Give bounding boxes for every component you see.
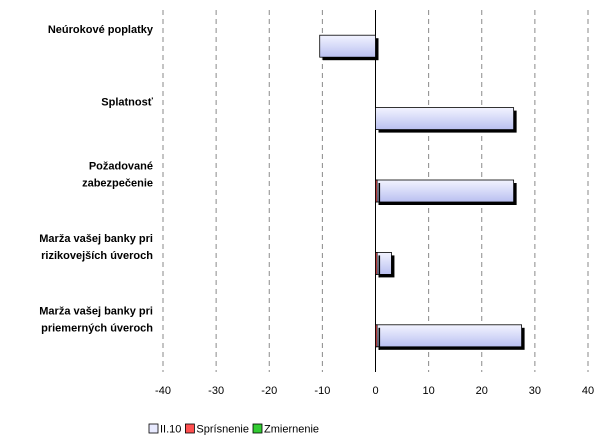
x-axis: -40 -30 -20 -10 0 10 20 30 40 bbox=[155, 10, 594, 397]
x-tick-label: -30 bbox=[208, 385, 224, 397]
bar-shadow bbox=[379, 183, 381, 205]
x-tick-label: -40 bbox=[155, 385, 171, 397]
x-tick-label: 30 bbox=[529, 385, 541, 397]
category-label: rizikovejších úveroch bbox=[41, 250, 153, 262]
category-label: Splatnosť bbox=[101, 97, 153, 109]
bar-group bbox=[376, 325, 525, 350]
x-tick-label: -10 bbox=[314, 385, 330, 397]
bar-group bbox=[376, 180, 517, 205]
bar-group bbox=[320, 35, 379, 60]
x-tick-label: -20 bbox=[261, 385, 277, 397]
legend: II.10 Sprísnenie Zmiernenie bbox=[149, 424, 319, 436]
legend-swatch bbox=[149, 424, 158, 433]
bar-ii.10 bbox=[376, 325, 522, 347]
bars bbox=[320, 35, 525, 350]
bar-sprísnenie bbox=[376, 180, 378, 202]
x-tick-label: 10 bbox=[423, 385, 435, 397]
legend-label: II.10 bbox=[160, 424, 181, 436]
legend-swatch bbox=[185, 424, 194, 433]
category-label: Marža vašej banky pri bbox=[39, 305, 153, 317]
bar-group bbox=[376, 108, 517, 133]
legend-swatch bbox=[253, 424, 262, 433]
bar-shadow bbox=[379, 328, 381, 350]
category-label: zabezpečenie bbox=[82, 178, 153, 190]
bar-sprísnenie bbox=[376, 325, 378, 347]
x-tick-label: 0 bbox=[372, 385, 378, 397]
x-tick-label: 20 bbox=[476, 385, 488, 397]
bar-group bbox=[376, 252, 395, 277]
category-label: Neúrokové poplatky bbox=[48, 24, 154, 36]
bar-ii.10 bbox=[376, 108, 514, 130]
bar-sprísnenie bbox=[376, 252, 378, 274]
legend-label: Sprísnenie bbox=[196, 424, 249, 436]
x-tick-label: 40 bbox=[582, 385, 594, 397]
category-labels: Neúrokové poplatky Splatnosť Požadované zab… bbox=[39, 24, 154, 334]
bar-shadow bbox=[379, 255, 381, 277]
bar-ii.10 bbox=[320, 35, 376, 57]
bar-ii.10 bbox=[376, 252, 392, 274]
legend-label: Zmiernenie bbox=[264, 424, 319, 436]
category-label: Požadované bbox=[89, 161, 153, 173]
category-label: priemerných úveroch bbox=[41, 322, 153, 334]
category-label: Marža vašej banky pri bbox=[39, 233, 153, 245]
bar-ii.10 bbox=[376, 180, 514, 202]
